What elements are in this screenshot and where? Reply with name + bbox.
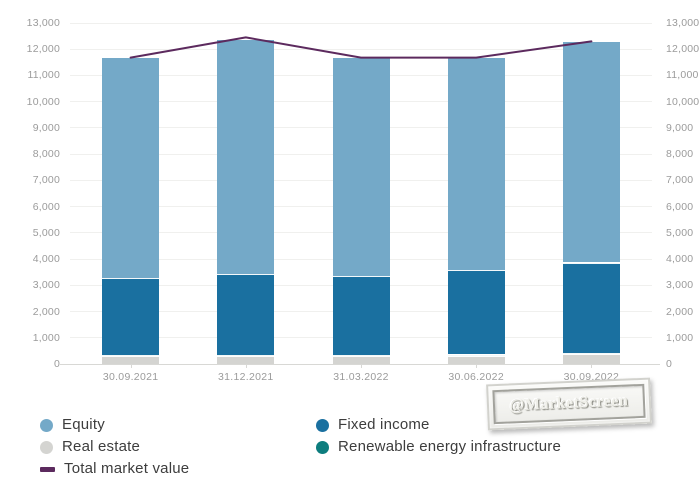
bar-segment-equity [332,58,390,276]
y-axis-label-left: 13,000 [26,17,60,29]
y-axis-label-right: 10,000 [666,95,700,108]
bar-segment-real-estate [217,356,275,364]
x-axis-label: 30.09.2021 [102,371,159,383]
bar-segment-real-estate [562,354,620,364]
fixed-income-swatch-icon [316,418,329,432]
legend-label: Fixed income [338,416,430,433]
y-axis-label-left: 6,000 [32,200,60,213]
bar-segment-renewable-energy-infrastructure [332,355,390,357]
bar-segment-equity [102,58,160,278]
y-axis-label-left: 12,000 [26,43,60,56]
y-axis-label-left: 10,000 [26,95,60,108]
x-tick-mark [130,364,132,368]
y-axis-label-left: 9,000 [32,121,60,134]
gridline [70,22,652,24]
renewable-energy-swatch-icon [316,440,329,454]
y-axis-label-right: 2,000 [666,305,694,318]
legend-row: Real estate Renewable energy infrastruct… [40,436,660,458]
y-axis-label-right: 8,000 [666,148,694,161]
y-axis-label-right: 7,000 [666,174,694,187]
y-axis-label-left: 4,000 [32,253,60,266]
x-axis-line [60,364,660,365]
y-axis-label-right: 4,000 [666,253,694,266]
bar-segment-fixed-income [102,277,160,356]
legend-label: Equity [62,416,105,433]
bar-segment-fixed-income [447,269,505,355]
legend-item-total-market-value: Total market value [40,458,316,480]
x-tick-mark [591,364,593,368]
y-axis-label-left: 11,000 [27,69,60,82]
y-axis-label-right: 11,000 [666,69,699,82]
legend-item-renewable-energy: Renewable energy infrastructure [316,436,660,458]
x-tick-mark [476,364,478,368]
y-axis-label-right: 3,000 [666,279,694,292]
x-axis-label: 30.06.2022 [448,371,504,383]
bar-segment-renewable-energy-infrastructure [562,353,620,354]
bar-segment-fixed-income [562,262,620,353]
y-axis-label-left: 0 [53,358,60,370]
x-axis-label: 31.03.2022 [333,371,389,383]
legend-label: Total market value [64,460,190,477]
y-axis-label-left: 7,000 [32,174,60,187]
y-axis-label-left: 1,000 [32,331,60,344]
bar-segment-renewable-energy-infrastructure [102,355,160,357]
y-axis-label-right: 12,000 [666,43,700,56]
bar-segment-real-estate [447,355,505,364]
bar-segment-renewable-energy-infrastructure [217,355,275,357]
legend-item-real-estate: Real estate [40,436,316,458]
bar-segment-equity [447,58,505,270]
legend-row: Total market value [40,458,660,480]
legend-label: Renewable energy infrastructure [338,438,561,455]
y-axis-label-right: 13,000 [666,17,700,29]
equity-swatch-icon [40,418,53,432]
bar-segment-renewable-energy-infrastructure [447,354,505,356]
real-estate-swatch-icon [40,440,53,454]
legend-item-fixed-income: Fixed income [316,414,660,436]
y-axis-label-right: 1,000 [666,331,694,344]
legend-item-equity: Equity [40,414,316,436]
y-axis-label-left: 8,000 [32,148,60,161]
total-market-value-line-icon [40,466,55,472]
bar-segment-fixed-income [332,275,390,356]
legend-row: Equity Fixed income [40,414,660,436]
y-axis-label-left: 3,000 [32,279,60,292]
y-axis-label-right: 6,000 [666,200,694,213]
x-tick-mark [245,364,247,368]
x-axis-label: 31.12.2021 [218,371,274,383]
x-tick-mark [361,364,362,368]
bar-segment-real-estate [332,356,390,364]
bar-segment-equity [217,40,275,274]
y-axis-label-right: 5,000 [666,226,694,239]
y-axis-label-right: 0 [666,358,673,370]
bar-segment-real-estate [102,356,160,364]
y-axis-label-left: 5,000 [32,226,60,239]
y-axis-label-right: 9,000 [666,121,694,134]
bar-segment-equity [562,41,620,263]
legend: Equity Fixed income Real estate Renewabl… [40,414,660,480]
watermark-text: @MarketScreen [509,392,629,415]
bar-segment-fixed-income [217,274,275,356]
y-axis-label-left: 2,000 [32,305,60,318]
legend-label: Real estate [62,438,141,455]
